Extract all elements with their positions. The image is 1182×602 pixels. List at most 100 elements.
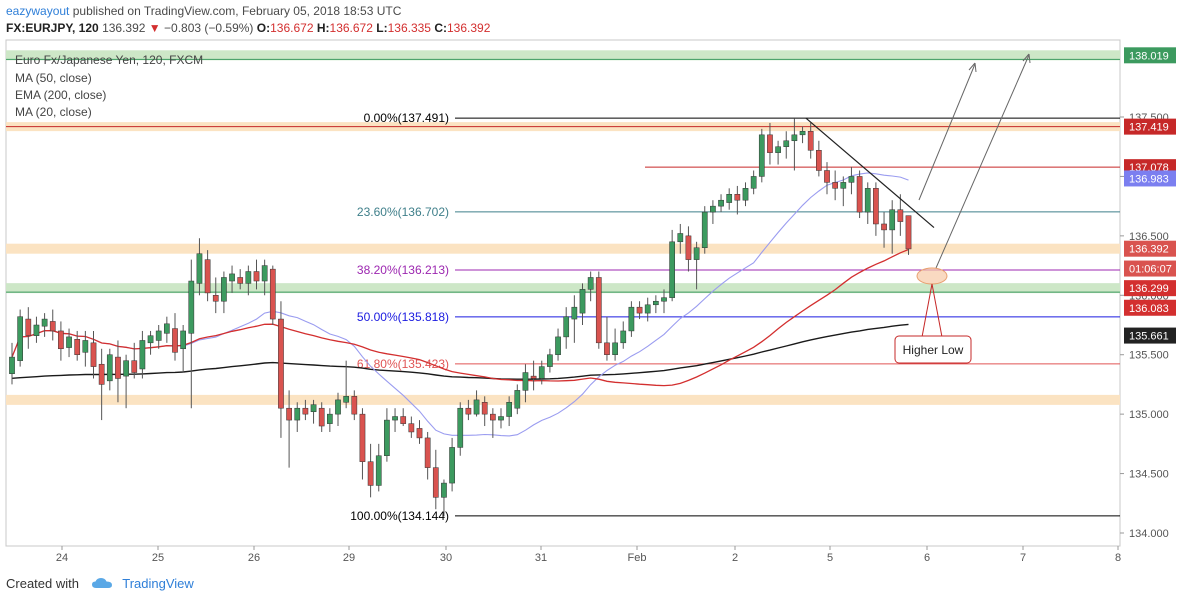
candle-body xyxy=(367,461,374,486)
candle-body xyxy=(693,247,700,260)
candle-body xyxy=(408,423,415,433)
candle-body xyxy=(498,416,504,421)
price-change: −0.803 (−0.59%) xyxy=(164,21,254,35)
publish-info: eazywayout published on TradingView.com,… xyxy=(6,4,401,18)
arrow-head-icon xyxy=(1022,53,1031,64)
candle-body xyxy=(123,360,129,377)
created-with-label: Created with xyxy=(6,576,79,591)
candle-body xyxy=(302,407,309,415)
candle-body xyxy=(375,455,382,486)
candle-body xyxy=(563,316,570,338)
candle-body xyxy=(701,211,708,248)
candle-body xyxy=(726,194,733,203)
x-tick-label: Feb xyxy=(628,552,647,564)
price-tag-label: 135.661 xyxy=(1129,331,1169,343)
candle-body xyxy=(506,402,512,417)
candle-body xyxy=(261,265,268,282)
legend-title: Euro Fx/Japanese Yen, 120, FXCM xyxy=(15,53,203,67)
ma50-line xyxy=(11,248,909,387)
fib-level-label: 38.20%(136.213) xyxy=(357,263,449,277)
candle-body xyxy=(351,396,358,415)
x-tick-label: 8 xyxy=(1115,552,1121,564)
price-tag-label: 01:06:07 xyxy=(1129,264,1172,276)
y-tick-label: 135.000 xyxy=(1129,409,1169,421)
candle-body xyxy=(742,188,749,201)
candle-body xyxy=(881,223,887,231)
candle-body xyxy=(245,271,252,284)
x-tick-label: 5 xyxy=(827,552,833,564)
y-tick-label: 134.500 xyxy=(1129,469,1169,481)
candle-body xyxy=(604,342,610,355)
candle-body xyxy=(783,140,790,147)
x-tick-label: 2 xyxy=(732,552,738,564)
last-price: 136.392 xyxy=(102,21,146,35)
arrow-head-icon xyxy=(968,62,977,73)
price-tag xyxy=(1124,47,1176,64)
candle-body xyxy=(530,375,537,379)
candle-body xyxy=(98,363,105,385)
candle-body xyxy=(816,150,822,171)
price-tag xyxy=(1124,327,1176,344)
y-tick-label: 134.000 xyxy=(1129,528,1169,540)
candle-body xyxy=(807,131,814,151)
candle-body xyxy=(49,321,56,332)
candle-body xyxy=(359,413,366,462)
x-tick-label: 7 xyxy=(1020,552,1026,564)
candle-body xyxy=(465,407,472,415)
candle-body xyxy=(856,176,863,213)
candle-body xyxy=(848,176,855,183)
high-label: H: xyxy=(316,21,330,35)
open-label: O: xyxy=(256,21,271,35)
candle-body xyxy=(449,447,455,484)
candle-body xyxy=(278,318,284,409)
candle-body xyxy=(294,407,301,421)
candle-body xyxy=(58,330,64,350)
x-tick-label: 26 xyxy=(248,552,260,564)
tradingview-link[interactable]: TradingView xyxy=(122,576,194,591)
candle-body xyxy=(710,205,716,213)
candle-body xyxy=(196,253,203,284)
author-link[interactable]: eazywayout xyxy=(6,4,70,18)
y-tick-label: 135.500 xyxy=(1129,350,1169,362)
candle-body xyxy=(661,297,667,302)
candle-body xyxy=(889,209,896,231)
x-tick-label: 24 xyxy=(56,552,68,564)
price-tag xyxy=(1124,118,1176,135)
candle-body xyxy=(571,306,578,320)
sr-zone xyxy=(6,394,1120,405)
price-tag-label: 137.419 xyxy=(1129,122,1169,134)
candle-body xyxy=(628,306,635,332)
candle-body xyxy=(677,233,684,243)
candle-body xyxy=(221,277,227,302)
higher-low-box xyxy=(894,335,972,364)
candle-body xyxy=(155,330,162,341)
candle-body xyxy=(310,404,317,413)
candle-body xyxy=(416,428,423,439)
candle-body xyxy=(587,277,594,290)
x-tick-label: 6 xyxy=(924,552,930,564)
price-tag xyxy=(1124,240,1176,257)
candle-body xyxy=(9,356,15,374)
candle-body xyxy=(400,416,407,424)
x-tick-label: 30 xyxy=(440,552,452,564)
legend-ma50: MA (50, close) xyxy=(15,71,92,85)
x-tick-label: 31 xyxy=(535,552,547,564)
candle-body xyxy=(41,318,48,327)
candle-body xyxy=(685,235,692,260)
candle-body xyxy=(25,318,32,336)
candle-body xyxy=(758,134,765,177)
publish-text: published on TradingView.com, February 0… xyxy=(72,4,402,18)
candle-body xyxy=(229,273,235,282)
fib-level-label: 50.00%(135.818) xyxy=(357,310,449,324)
candle-body xyxy=(620,330,627,344)
candle-body xyxy=(514,390,521,409)
candle-body xyxy=(669,241,675,298)
price-tag xyxy=(1124,260,1176,277)
candle-body xyxy=(204,259,211,294)
price-tag-label: 136.983 xyxy=(1129,173,1169,185)
candle-body xyxy=(180,330,187,350)
candle-body xyxy=(335,399,341,415)
candle-body xyxy=(481,402,488,415)
callout-line xyxy=(931,283,943,338)
